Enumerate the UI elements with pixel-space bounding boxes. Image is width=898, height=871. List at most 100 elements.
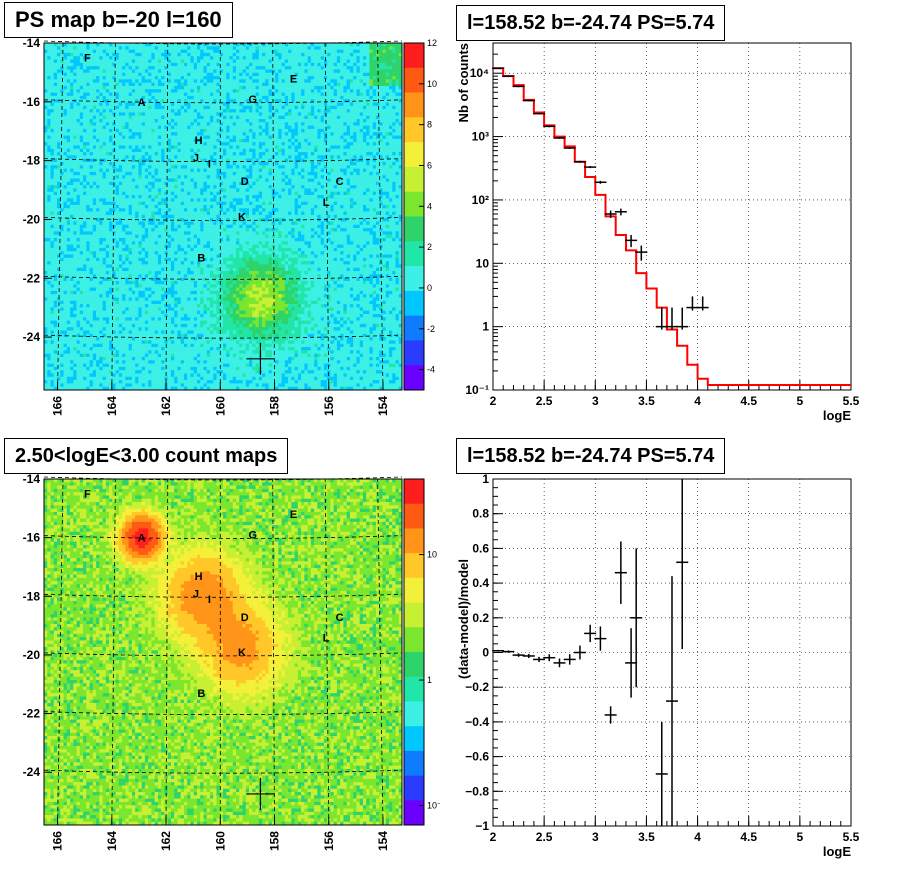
- source-label-D: D: [241, 612, 249, 624]
- colorbar-segment: [404, 290, 424, 316]
- x-tick-label: 154: [376, 396, 390, 416]
- grid-parallel: [43, 158, 403, 162]
- source-label-H: H: [195, 571, 203, 583]
- x-tick-label: 4.5: [740, 394, 757, 408]
- y-tick-label: −0.8: [465, 784, 489, 798]
- grid-meridian: [324, 42, 330, 391]
- y-tick-label: -18: [23, 154, 41, 168]
- colorbar-segment: [404, 602, 424, 628]
- ps-map-title: PS map b=-20 l=160: [4, 2, 233, 38]
- y-tick-label: −0.4: [465, 715, 489, 729]
- y-tick-label: -20: [23, 212, 41, 226]
- colorbar-segment: [404, 340, 424, 366]
- residual-point: [573, 645, 586, 660]
- residual-point: [676, 479, 689, 650]
- grid-parallel: [43, 334, 403, 339]
- ps-frame: [43, 42, 403, 391]
- source-label-G: G: [249, 94, 258, 106]
- y-tick-label: -16: [23, 531, 41, 545]
- y-axis-title: (data-model)/model: [456, 559, 471, 679]
- residual-point: [604, 706, 617, 724]
- grid-parallel: [43, 769, 403, 774]
- colorbar-tick-label: -4: [427, 365, 435, 375]
- y-tick-label: -18: [23, 589, 41, 603]
- colorbar-segment: [404, 676, 424, 702]
- data-point: [522, 99, 535, 102]
- data-point: [543, 125, 556, 128]
- x-tick-label: 162: [159, 831, 173, 851]
- source-label-B: B: [197, 253, 205, 265]
- grid-meridian: [377, 478, 384, 826]
- residual-point: [563, 654, 576, 665]
- data-point: [584, 166, 597, 169]
- y-tick-label: −1: [475, 819, 489, 833]
- data-point: [625, 234, 638, 248]
- data-point: [666, 307, 678, 330]
- colorbar-segment: [404, 191, 424, 217]
- y-tick-label: 1: [482, 320, 489, 334]
- grid-parallel: [43, 217, 403, 221]
- x-tick-label: 160: [213, 831, 227, 851]
- model-spectrum-line: [493, 67, 851, 386]
- source-label-I: I: [208, 594, 211, 606]
- source-label-F: F: [84, 489, 91, 501]
- x-tick-label: 5.5: [843, 830, 860, 844]
- grid-meridian: [165, 478, 169, 826]
- y-tick-label: -24: [23, 330, 41, 344]
- colorbar-tick-label: 6: [427, 160, 432, 170]
- colorbar-tick-label: 10⁻¹: [427, 801, 440, 811]
- source-label-L: L: [323, 197, 330, 209]
- colorbar-segment: [404, 479, 424, 505]
- data-point: [533, 112, 546, 115]
- x-tick-label: 3: [592, 394, 599, 408]
- colorbar-frame: [403, 478, 425, 826]
- colorbar-tick-label: 12: [427, 38, 437, 48]
- y-tick-label: 10³: [472, 130, 489, 144]
- y-tick-label: 0.6: [472, 541, 489, 555]
- colorbar-segment: [404, 701, 424, 727]
- cnt-cells: [44, 479, 403, 826]
- y-tick-label: 10: [476, 256, 490, 270]
- data-point: [502, 75, 515, 77]
- data-point: [604, 210, 617, 218]
- colorbar-segment: [404, 775, 424, 801]
- x-tick-label: 158: [268, 831, 282, 851]
- data-point: [614, 208, 627, 216]
- colorbar-segment: [404, 92, 424, 118]
- source-label-J: J: [193, 153, 199, 165]
- source-label-G: G: [249, 530, 258, 542]
- colorbar-segment: [404, 266, 424, 292]
- y-tick-label: −0.6: [465, 750, 489, 764]
- source-label-L: L: [323, 632, 330, 644]
- grid-parallel: [43, 275, 403, 280]
- residual-point: [655, 721, 668, 826]
- data-point: [686, 296, 699, 311]
- colorbar-segment: [404, 528, 424, 554]
- x-tick-label: 5.5: [843, 394, 860, 408]
- colorbar-segment: [404, 627, 424, 653]
- colorbar-frame: [403, 42, 425, 391]
- x-tick-label: 4.5: [740, 830, 757, 844]
- data-point: [635, 245, 648, 261]
- x-tick-label: 156: [322, 831, 336, 851]
- residual-point: [630, 548, 643, 688]
- colorbar-segment: [404, 365, 424, 391]
- grid-meridian: [272, 478, 275, 826]
- x-tick-label: 3.5: [638, 830, 655, 844]
- grid-meridian: [57, 478, 64, 826]
- grid-parallel: [43, 476, 403, 481]
- data-point: [553, 137, 566, 139]
- x-tick-label: 2.5: [536, 830, 553, 844]
- x-axis-title: logE: [823, 844, 851, 859]
- source-label-I: I: [208, 159, 211, 171]
- grid-meridian: [165, 42, 169, 391]
- data-point: [594, 180, 607, 184]
- grid-meridian: [111, 42, 116, 391]
- y-tick-label: 10⁻¹: [465, 383, 489, 397]
- y-tick-label: 10²: [472, 193, 489, 207]
- residual-point: [522, 653, 535, 659]
- x-tick-label: 2.5: [536, 394, 553, 408]
- count-map-title: 2.50<logE<3.00 count maps: [4, 438, 289, 474]
- ps-cells: [44, 43, 403, 391]
- y-tick-label: 0.4: [472, 576, 489, 590]
